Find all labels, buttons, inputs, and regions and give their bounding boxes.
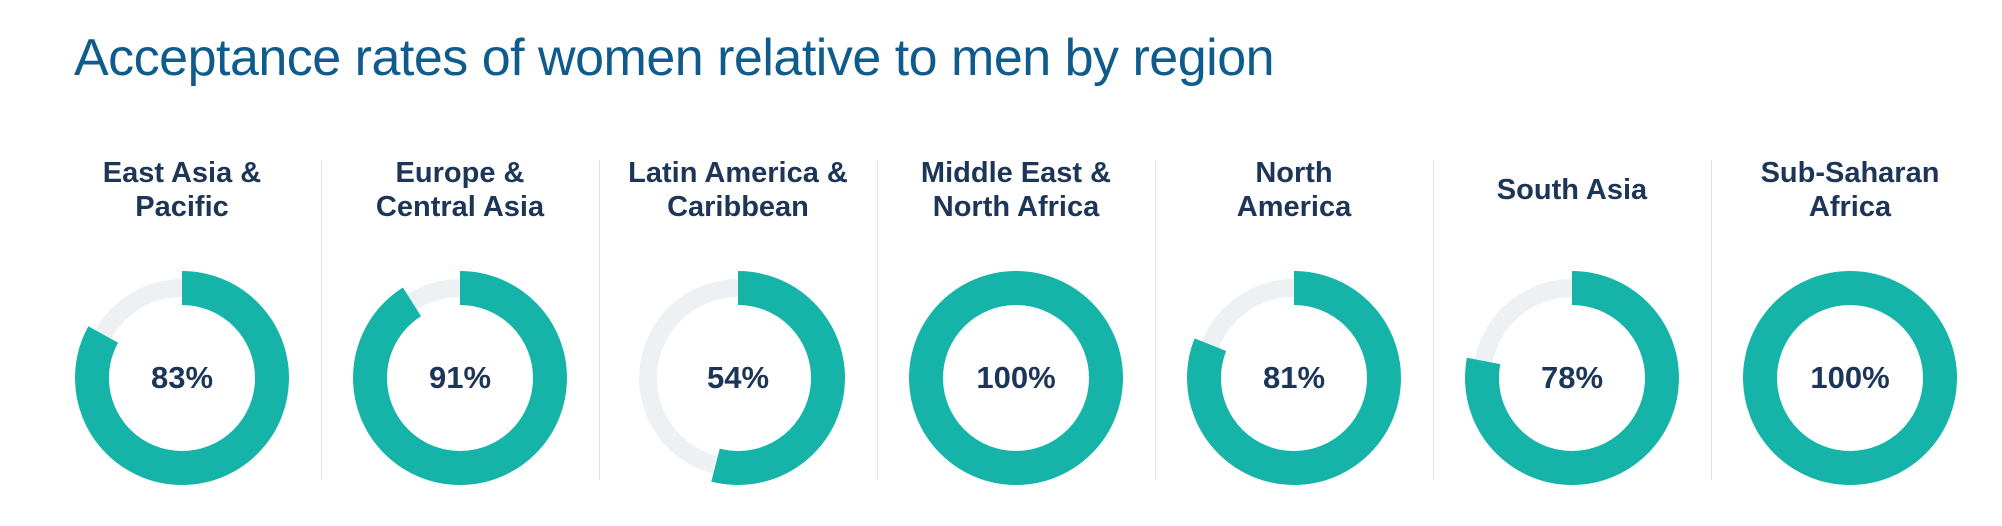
region-column: Latin America & Caribbean 54% [599,150,877,490]
donut: 100% [909,271,1123,485]
donut-row: East Asia & Pacific 83% Europe & Central A… [43,150,1989,490]
value-label: 100% [976,360,1055,395]
donut: 100% [1743,271,1957,485]
region-label: Latin America & Caribbean [628,156,848,223]
donut: 83% [75,271,289,485]
region-label: North America [1236,156,1352,223]
donut-arc [353,271,567,485]
chart-title: Acceptance rates of women relative to me… [74,29,1275,87]
region-label: East Asia & Pacific [102,156,262,223]
region-column: Sub-Saharan Africa 100% [1711,150,1989,490]
value-label: 81% [1263,360,1325,395]
donut-arc [631,271,845,485]
region-label: Sub-Saharan Africa [1760,156,1940,223]
donut-arc [909,271,1123,485]
donut-arc [1465,271,1679,485]
value-label: 91% [429,360,491,395]
value-label: 100% [1810,360,1889,395]
donut-arc [1187,271,1401,485]
region-label: Europe & Central Asia [375,156,545,223]
region-column: Europe & Central Asia 91% [321,150,599,490]
region-label: South Asia [1496,173,1648,206]
donut: 78% [1465,271,1679,485]
value-label: 78% [1541,360,1603,395]
region-column: South Asia 78% [1433,150,1711,490]
donut: 91% [353,271,567,485]
value-label: 83% [151,360,213,395]
region-column: East Asia & Pacific 83% [43,150,321,490]
region-label: Middle East & North Africa [920,156,1112,223]
region-column: North America 81% [1155,150,1433,490]
donut-arc [1743,271,1957,485]
donut-arc [75,271,289,485]
donut: 54% [631,271,845,485]
value-label: 54% [707,360,769,395]
region-column: Middle East & North Africa 100% [877,150,1155,490]
donut: 81% [1187,271,1401,485]
